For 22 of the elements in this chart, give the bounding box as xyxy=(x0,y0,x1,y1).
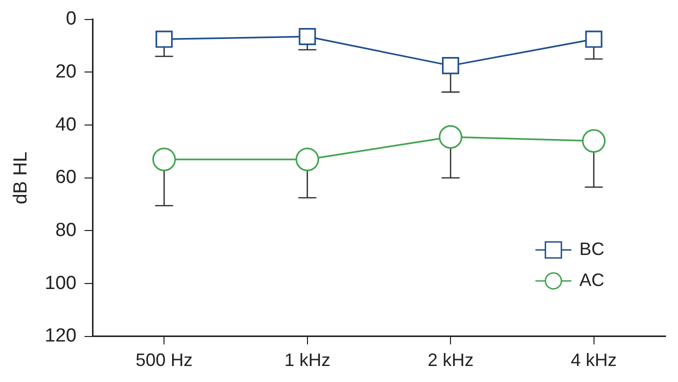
legend-label: AC xyxy=(579,270,604,290)
point xyxy=(582,129,606,153)
y-tick-label: 100 xyxy=(44,272,76,294)
y-axis-title: dB HL xyxy=(10,151,32,204)
point xyxy=(585,30,602,48)
y-tick-label: 80 xyxy=(55,220,76,241)
point xyxy=(152,148,176,172)
y-tick-label: 40 xyxy=(55,114,76,136)
point xyxy=(438,125,462,149)
x-tick-label: 500 Hz xyxy=(136,350,193,370)
x-tick-label: 2 kHz xyxy=(428,350,474,370)
point xyxy=(442,57,460,74)
point xyxy=(296,148,320,172)
point xyxy=(156,30,173,48)
y-tick-label: 0 xyxy=(66,8,76,30)
x-tick-label: 1 kHz xyxy=(284,350,330,370)
y-tick-label: 20 xyxy=(55,61,76,82)
y-tick-label: 120 xyxy=(44,326,76,347)
point xyxy=(298,28,316,46)
y-tick-label: 60 xyxy=(55,167,76,188)
legend-label: BC xyxy=(579,238,604,259)
x-tick-label: 4 kHz xyxy=(570,350,617,370)
